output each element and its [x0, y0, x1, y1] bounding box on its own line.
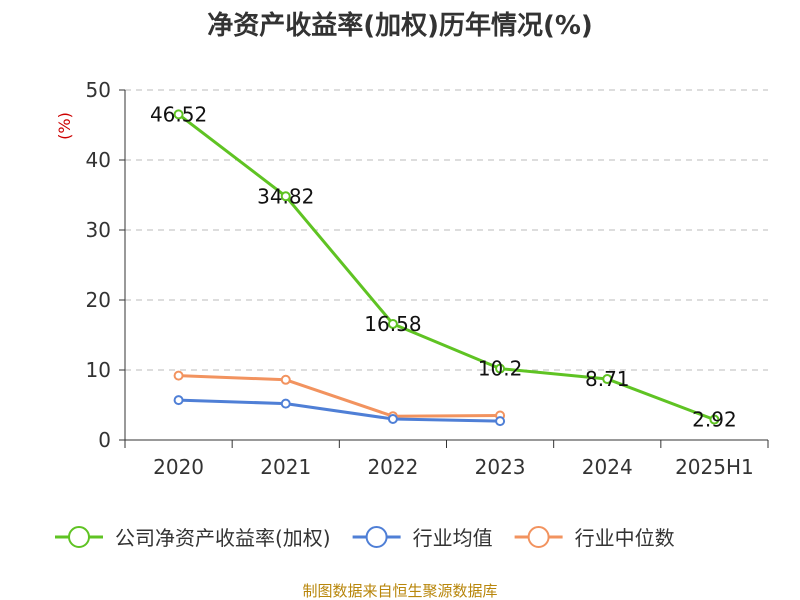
data-label: 46.52	[150, 102, 207, 126]
y-tick-label: 20	[86, 288, 111, 312]
y-tick-label: 30	[86, 218, 111, 242]
data-point	[173, 395, 184, 406]
data-label: 34.82	[257, 184, 314, 208]
data-point	[173, 109, 184, 120]
data-point	[495, 416, 506, 427]
data-point	[602, 374, 613, 385]
axes: 0 10 20 30 40 50 2020 2021 2022 2023 2024 2025H1	[86, 78, 769, 479]
series-line	[178, 374, 501, 418]
data-point	[280, 398, 291, 409]
y-tick-label: 0	[98, 428, 111, 452]
data-label: 8.71	[585, 367, 630, 391]
data-point	[387, 318, 398, 329]
y-tick-label: 50	[86, 78, 111, 102]
x-tick-label: 2021	[260, 455, 311, 479]
legend-label: 公司净资产收益率(加权)	[115, 526, 331, 550]
legend-swatch-marker	[68, 526, 90, 548]
x-tick-label: 2024	[582, 455, 633, 479]
grid	[125, 89, 768, 371]
data-point	[280, 374, 291, 385]
x-tick-label: 2020	[153, 455, 204, 479]
x-tick-label: 2025H1	[675, 455, 754, 479]
data-label: 10.2	[478, 357, 523, 381]
legend[interactable]: 公司净资产收益率(加权) 行业均值 行业中位数	[55, 526, 675, 550]
data-point	[709, 414, 720, 425]
legend-item[interactable]: 行业均值	[352, 526, 493, 550]
x-tick-label: 2022	[367, 455, 418, 479]
data-label: 16.58	[364, 312, 421, 336]
x-tick-label: 2023	[475, 455, 526, 479]
legend-label: 行业均值	[413, 526, 493, 550]
y-tick-label: 40	[86, 148, 111, 172]
data-point	[173, 370, 184, 381]
y-tick-label: 10	[86, 358, 111, 382]
legend-swatch-marker	[527, 526, 550, 548]
data-point	[280, 191, 291, 202]
series-line	[178, 398, 501, 423]
series-layer	[173, 109, 720, 427]
series-line	[177, 113, 715, 422]
y-axis-label: (%)	[55, 112, 74, 140]
legend-label: 行业中位数	[575, 526, 675, 550]
data-point	[495, 363, 506, 374]
data-labels: 46.52 34.82 16.58 10.2 8.71 2.92	[150, 102, 737, 431]
source-note: 制图数据来自恒生聚源数据库	[302, 582, 497, 600]
data-label: 2.92	[692, 408, 737, 432]
legend-item[interactable]: 行业中位数	[514, 526, 675, 550]
legend-swatch-marker	[365, 526, 388, 548]
legend-item[interactable]: 公司净资产收益率(加权)	[55, 526, 331, 550]
chart-title: 净资产收益率(加权)历年情况(%)	[207, 10, 593, 41]
data-point	[387, 414, 398, 424]
